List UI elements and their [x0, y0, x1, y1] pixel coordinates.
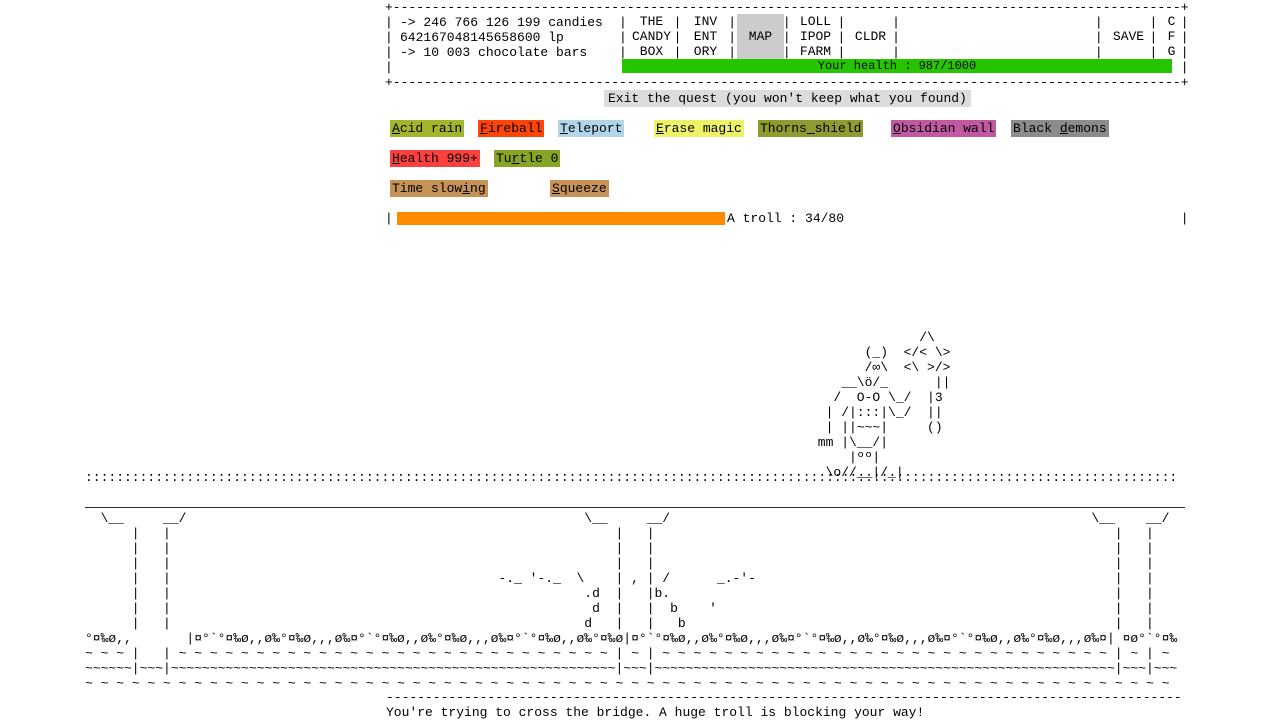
tab-map[interactable]: MAP	[737, 14, 784, 59]
spell-obsidian-wall[interactable]: Obsidian wall	[891, 120, 997, 137]
spell-acid-rain[interactable]: Acid rain	[390, 120, 465, 137]
enemy-health-fill	[397, 212, 725, 225]
tab-cauldron[interactable]: CLDR	[847, 14, 894, 59]
spell-fireball[interactable]: Fireball	[478, 120, 545, 137]
spell-squeeze[interactable]: Squeeze	[550, 180, 609, 197]
player-health-label: Your health : 987/1000	[817, 59, 977, 73]
spell-erase-magic[interactable]: Erase magic	[654, 120, 744, 137]
enemy-health-label: A troll : 34/80	[727, 211, 845, 226]
bridge-ascii-art: \__ __/ \__ __/ \__ __/ | |	[85, 511, 1178, 691]
tab-the-candy-box-label: THE CANDY BOX	[631, 14, 671, 59]
config-button[interactable]: C F G	[1160, 14, 1183, 59]
player-health-bar: Your health : 987/1000	[622, 59, 1172, 73]
enemy-bar-frame: | |	[385, 211, 1189, 226]
tab-lollipop-farm-label: LOLL IPOP FARM	[799, 14, 832, 59]
ground-dotted-line: ::::::::::::::::::::::::::::::::::::::::…	[85, 470, 1178, 485]
bridge-deck-line	[85, 507, 1185, 508]
save-button[interactable]: SAVE	[1105, 14, 1152, 59]
tab-inventory-label: INV ENT ORY	[693, 14, 718, 59]
tab-inventory[interactable]: INV ENT ORY	[682, 14, 729, 59]
tab-the-candy-box[interactable]: THE CANDY BOX	[628, 14, 675, 59]
quest-bottom-border: ----------------------------------------…	[386, 690, 1182, 705]
hud-frame: +---------------------------------------…	[385, 0, 1189, 90]
tab-map-label: MAP	[748, 29, 773, 44]
save-button-label: SAVE	[1112, 29, 1145, 44]
spell-teleport[interactable]: Teleport	[558, 120, 625, 137]
tab-cauldron-label: CLDR	[854, 29, 887, 44]
spell-turtle-0[interactable]: Turtle 0	[494, 150, 561, 167]
spell-time-slowing[interactable]: Time slowing	[390, 180, 488, 197]
quest-message: You're trying to cross the bridge. A hug…	[386, 705, 925, 720]
spell-black-demons[interactable]: Black demons	[1011, 120, 1109, 137]
config-button-label: C F G	[1167, 14, 1176, 59]
resource-counters: -> 246 766 126 199 candies 6421670481456…	[400, 15, 603, 60]
spell-health-999[interactable]: Health 999+	[390, 150, 480, 167]
troll-ascii-art: /\ (_) </< \> /∞\ <\ >/> __\ö/_ || / O-O…	[817, 330, 951, 480]
spell-thorns-shield[interactable]: Thorns shield	[758, 120, 864, 137]
tab-lollipop-farm[interactable]: LOLL IPOP FARM	[792, 14, 839, 59]
exit-quest-button[interactable]: Exit the quest (you won't keep what you …	[604, 90, 971, 107]
